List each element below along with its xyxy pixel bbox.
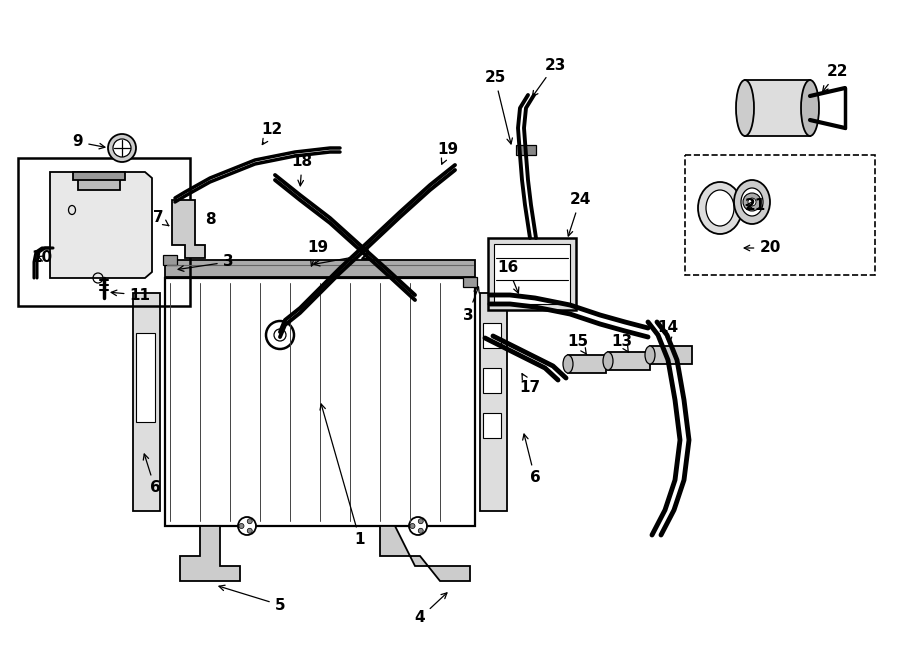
Bar [745,80,810,136]
Bar [463,277,477,287]
Text: 6: 6 [143,454,160,496]
Circle shape [409,517,427,535]
Text: 3: 3 [178,254,233,271]
Text: 19: 19 [308,241,328,266]
Text: 1: 1 [320,404,365,547]
Ellipse shape [741,188,763,216]
Ellipse shape [603,352,613,370]
Bar [483,368,501,393]
Text: 6: 6 [523,434,540,485]
Text: 11: 11 [112,288,150,303]
Bar [483,413,501,438]
Text: 12: 12 [261,122,283,145]
Bar [483,323,501,348]
Circle shape [248,528,252,533]
Text: 5: 5 [219,585,285,613]
Bar [516,145,536,155]
Bar [163,255,177,265]
Text: 8: 8 [204,212,215,227]
Ellipse shape [736,80,754,136]
Text: 13: 13 [611,334,633,352]
Text: 20: 20 [744,241,780,256]
Polygon shape [172,200,205,258]
Bar [685,155,875,275]
Text: 22: 22 [823,65,849,92]
Text: 3: 3 [463,287,479,323]
Text: 9: 9 [73,134,105,149]
Circle shape [418,519,423,524]
Ellipse shape [645,346,655,364]
Text: 18: 18 [292,155,312,186]
Polygon shape [50,172,152,278]
Bar [133,293,160,511]
Text: 10: 10 [32,251,52,266]
Circle shape [248,519,252,524]
Ellipse shape [801,80,819,136]
Bar [165,260,475,277]
Text: 15: 15 [567,334,589,354]
Ellipse shape [698,182,742,234]
Circle shape [113,139,131,157]
Text: 23: 23 [533,58,566,97]
Text: 14: 14 [657,321,679,343]
Bar [78,172,120,190]
Bar [608,352,650,370]
Ellipse shape [706,190,734,226]
Circle shape [108,134,136,162]
Text: 16: 16 [498,260,518,293]
Circle shape [418,528,423,533]
Bar [650,346,692,364]
Text: 2: 2 [314,247,371,266]
Circle shape [410,524,415,529]
Bar [480,293,507,511]
Text: 4: 4 [415,593,447,625]
Circle shape [748,198,756,206]
Polygon shape [180,526,240,581]
Text: 24: 24 [567,192,590,236]
Bar [136,333,155,422]
Bar [494,244,570,304]
Circle shape [238,517,256,535]
Bar [488,238,576,310]
Polygon shape [380,526,470,581]
Bar [18,158,190,306]
Text: 17: 17 [519,373,541,395]
Circle shape [743,193,761,211]
Text: 25: 25 [484,71,512,144]
Text: 19: 19 [437,143,459,164]
Text: 21: 21 [744,198,766,212]
Text: 7: 7 [153,210,169,225]
Bar [73,172,125,180]
Ellipse shape [563,355,573,373]
Circle shape [239,524,244,529]
Bar [568,355,606,373]
Ellipse shape [734,180,770,224]
Bar [165,278,475,526]
